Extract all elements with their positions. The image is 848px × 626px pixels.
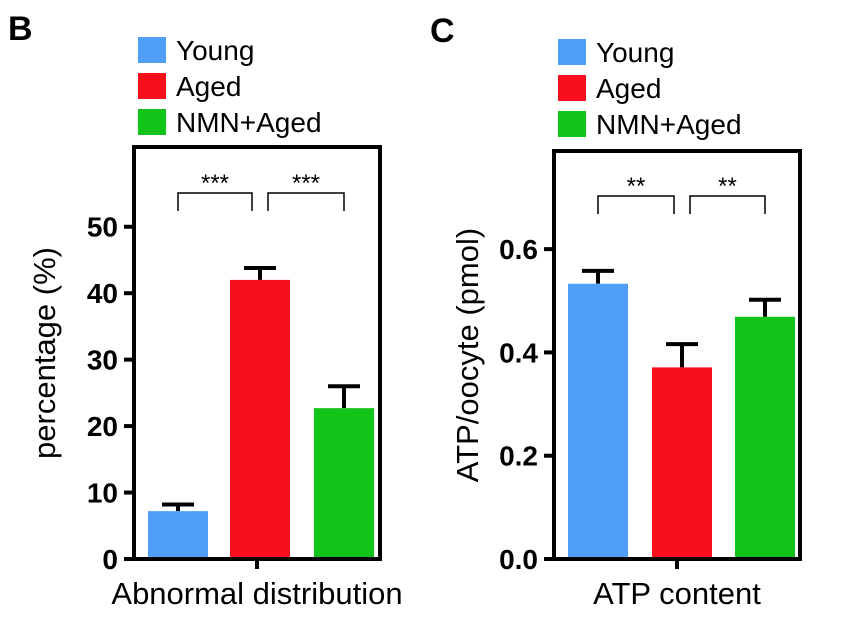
panel-b-legend-swatch-nmn-aged [138,109,166,135]
panel-b-legend-label-young: Young [176,35,254,66]
panel-b-ytick-label: 50 [87,212,118,243]
panel-c-bar-young [568,283,628,559]
panel-c-legend-swatch-young [558,39,586,65]
panel-c-ytick-label: 0.4 [499,337,538,368]
panel-c-significance-label: ** [627,173,646,200]
panel-c-label: C [430,12,455,50]
panel-c-ytick-label: 0.0 [499,544,538,575]
panel-c-legend-label-young: Young [596,37,674,68]
panel-b-legend-label-aged: Aged [176,71,241,102]
panel-c-bar-nmn-aged [735,316,795,559]
panel-b-legend-swatch-aged [138,73,166,99]
panel-b-bar-aged [230,279,290,559]
panel-b-legend-swatch-young [138,37,166,63]
panel-b-significance-bracket [267,192,345,211]
panel-c-legend-swatch-nmn-aged [558,111,586,137]
panel-c-ytick-label: 0.2 [499,441,538,472]
panel-c-bar-aged [652,367,712,559]
panel-c-significance-label: ** [718,173,737,200]
panel-b-label: B [8,10,33,48]
panel-b-significance-bracket [177,192,253,211]
panel-c-significance-bracket [689,195,766,214]
panel-c-x-axis-label: ATP content [593,576,761,611]
panel-b-y-axis-label: percentage (%) [27,247,62,459]
panel-c-legend-label-aged: Aged [596,73,661,104]
panel-b-x-axis-label: Abnormal distribution [111,576,402,611]
panel-c-legend-swatch-aged [558,75,586,101]
panel-c-legend-label-nmn-aged: NMN+Aged [596,109,742,140]
panel-b-ytick-label: 20 [87,411,118,442]
panel-b-ytick-label: 0 [102,544,118,575]
panel-b-ytick-label: 10 [87,478,118,509]
panel-b-bar-nmn-aged [314,408,374,559]
panel-b-ytick-label: 30 [87,345,118,376]
panel-c-significance-bracket [597,195,675,214]
panel-b-significance-label: *** [292,170,320,197]
panel-b-legend-label-nmn-aged: NMN+Aged [176,107,322,138]
panel-b-bar-young [148,511,208,559]
panel-b-ytick-label: 40 [87,278,118,309]
panel-b-significance-label: *** [201,170,229,197]
panel-c-y-axis-label: ATP/oocyte (pmol) [450,228,485,482]
panel-c-ytick-label: 0.6 [499,234,538,265]
